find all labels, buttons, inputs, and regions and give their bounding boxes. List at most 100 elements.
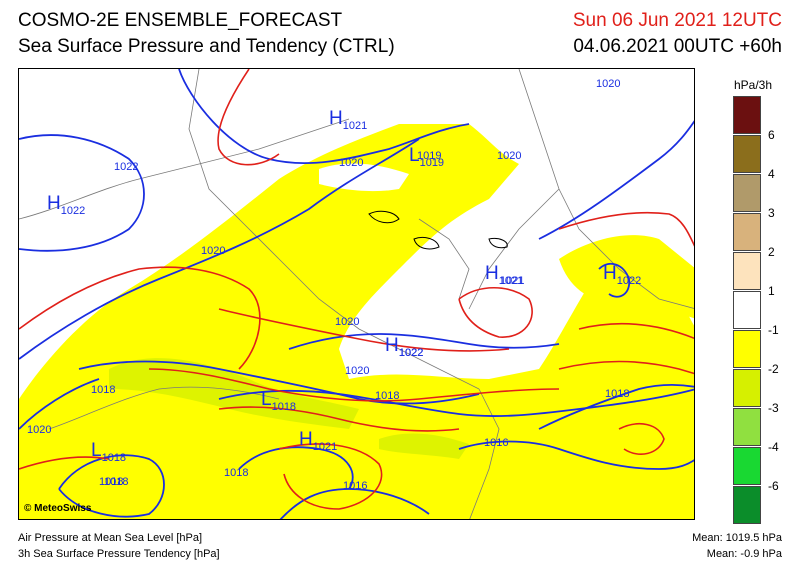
forecast-map: 1020 1022 1020 1019 1020 1020 1020 1022 … [18,68,695,520]
legend-color-box [733,174,761,212]
chart-title: COSMO-2E ENSEMBLE_FORECAST [18,10,343,31]
tendency-line-6 [278,443,383,510]
footer-tendency-description: 3h Sea Surface Pressure Tendency [hPa] [18,548,220,560]
legend-label: 1 [768,284,775,298]
legend-color-box [733,291,761,329]
tendency-area-east [559,235,694,319]
footer-pressure-description: Air Pressure at Mean Sea Level [hPa] [18,532,203,544]
pressure-label: 1021 [500,275,524,287]
legend-colorbar [733,96,761,525]
legend-color-box [733,486,761,524]
legend-color-box [733,330,761,368]
pressure-centers: H1021 H1022 L1019 H1021 H1022 H1022 L101… [47,108,641,464]
legend-color-box [733,135,761,173]
center-value: 1019 [420,157,444,169]
legend-label: -3 [768,401,779,415]
legend-label: 4 [768,167,775,181]
isobar-1020-sw [19,378,100,430]
tendency-contours [19,69,694,510]
pressure-label: 1020 [335,316,359,328]
tendency-line-4 [148,368,560,402]
center-value: 1021 [343,120,367,132]
footer-pressure-mean: Mean: 1019.5 hPa [692,532,782,544]
center-letter: H [47,193,61,214]
center-letter: H [299,429,313,450]
legend-color-box [733,213,761,251]
tendency-area-main [19,124,694,519]
pressure-labels: 1020 1022 1020 1019 1020 1020 1020 1022 … [27,78,629,492]
isobar-1018-b [218,388,694,417]
pressure-label: 1018 [375,390,399,402]
pressure-label: 1016 [343,480,367,492]
lakes [368,210,508,250]
isobar-1018-a [78,360,480,405]
border-line-8 [418,218,470,300]
isobar-1020-north [178,69,470,164]
pressure-label: 1020 [201,245,225,257]
center-value: 1022 [61,205,85,217]
pressure-label: 1020 [27,424,51,436]
center-value: 1022 [617,275,641,287]
pressure-label: 1022 [399,347,423,359]
map-canvas: 1020 1022 1020 1019 1020 1020 1020 1022 … [19,69,694,519]
legend-label: -1 [768,323,779,337]
border-line-4 [469,388,500,519]
center-value: 1022 [399,347,423,359]
border-line-7 [48,386,280,430]
legend-label: -2 [768,362,779,376]
tendency-line-2 [19,266,261,370]
isobar-1020-west [19,138,420,360]
legend-color-box [733,96,761,134]
center-letter: H [329,108,343,129]
tendency-line-9 [578,323,694,340]
center-value: 1021 [499,275,523,287]
legend-color-box [733,447,761,485]
tendency-line-10 [558,360,694,375]
high-center: H1021 [329,108,367,132]
legend-unit: hPa/3h [734,78,773,92]
border-line-5 [518,69,694,309]
isobar-1018-low [58,454,165,518]
pressure-label: 1022 [114,161,138,173]
pressure-label: 1020 [596,78,620,90]
legend-label: 3 [768,206,775,220]
high-center: H1022 [47,193,85,217]
center-letter: L [261,389,272,410]
border-line-3 [278,258,480,390]
pressure-label: 1019 [417,150,441,162]
pressure-label: 1016 [484,437,508,449]
center-letter: H [485,263,499,284]
legend-color-box [733,252,761,290]
legend-label: 2 [768,245,775,259]
tendency-area-green-2 [379,433,469,459]
isobar-1018-c [238,446,354,490]
center-value: 1018 [102,452,126,464]
low-center: L1019 [409,145,444,169]
run-time: 04.06.2021 00UTC +60h [573,36,782,57]
valid-time: Sun 06 Jun 2021 12UTC [572,10,782,31]
tendency-area-white-patch [319,163,409,192]
isobar-1020-east [538,120,694,240]
lake-3 [488,238,508,249]
legend-label: 6 [768,128,775,142]
pressure-label: 1018 [605,388,629,400]
lake-2 [413,236,440,250]
high-center: H1022 [385,335,423,359]
copyright-label: © MeteoSwiss [24,503,92,514]
tendency-line-11 [618,423,665,455]
border-line-2 [188,69,280,260]
border-line-1 [19,118,350,220]
lake-1 [368,210,400,224]
footer-tendency-mean: Mean: -0.9 hPa [706,548,782,560]
tendency-line-7 [458,287,533,338]
isobar-1022-west [19,134,145,252]
isobar-1016-b [458,440,694,470]
tendency-line-5 [218,406,460,432]
center-value: 1018 [272,401,296,413]
center-letter: L [91,440,102,461]
center-letter: L [409,145,420,166]
pressure-label: 1018 [91,384,115,396]
legend-label: -6 [768,479,779,493]
isobars [19,69,694,519]
chart-subtitle: Sea Surface Pressure and Tendency (CTRL) [18,36,395,57]
